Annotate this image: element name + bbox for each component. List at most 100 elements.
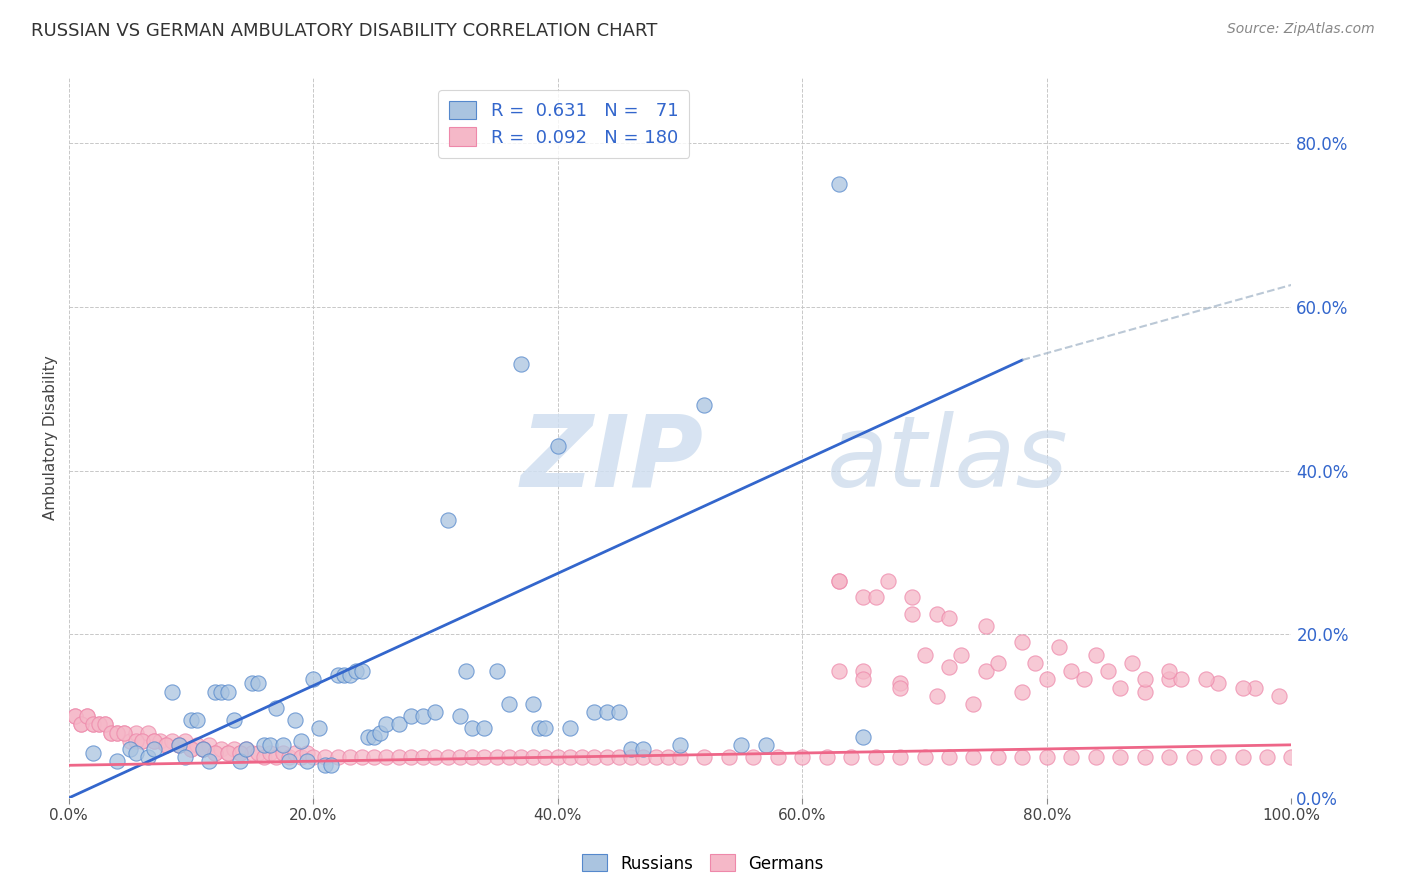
Point <box>253 750 276 764</box>
Point <box>558 722 581 736</box>
Point <box>107 754 129 768</box>
Point <box>1024 656 1046 670</box>
Point <box>828 664 851 678</box>
Point <box>209 742 232 756</box>
Point <box>302 750 325 764</box>
Point <box>222 713 245 727</box>
Point <box>125 733 148 747</box>
Point <box>852 673 875 687</box>
Point <box>370 725 392 739</box>
Point <box>131 733 153 747</box>
Point <box>1011 684 1033 698</box>
Point <box>155 738 177 752</box>
Point <box>229 754 252 768</box>
Point <box>217 746 239 760</box>
Point <box>766 750 789 764</box>
Point <box>173 750 195 764</box>
Point <box>118 742 141 756</box>
Point <box>889 750 911 764</box>
Point <box>987 750 1010 764</box>
Point <box>1097 664 1119 678</box>
Point <box>425 750 447 764</box>
Point <box>87 717 110 731</box>
Point <box>1047 640 1070 654</box>
Point <box>350 750 373 764</box>
Point <box>1281 750 1303 764</box>
Point <box>1182 750 1205 764</box>
Point <box>229 746 252 760</box>
Point <box>1268 689 1291 703</box>
Point <box>186 713 208 727</box>
Point <box>191 742 214 756</box>
Point <box>1232 750 1254 764</box>
Point <box>155 738 177 752</box>
Point <box>1011 750 1033 764</box>
Point <box>755 738 778 752</box>
Point <box>1036 673 1059 687</box>
Point <box>100 725 122 739</box>
Point <box>167 738 190 752</box>
Text: ZIP: ZIP <box>522 411 704 508</box>
Point <box>240 676 263 690</box>
Point <box>1133 750 1156 764</box>
Point <box>925 607 948 621</box>
Point <box>889 681 911 695</box>
Point <box>350 664 373 678</box>
Point <box>1206 750 1229 764</box>
Point <box>547 439 569 453</box>
Point <box>693 398 716 412</box>
Point <box>1159 664 1181 678</box>
Point <box>82 746 104 760</box>
Point <box>259 746 281 760</box>
Point <box>693 750 716 764</box>
Point <box>112 725 135 739</box>
Point <box>412 709 434 723</box>
Point <box>1232 681 1254 695</box>
Point <box>1256 750 1278 764</box>
Point <box>69 717 91 731</box>
Point <box>217 746 239 760</box>
Point <box>363 750 385 764</box>
Point <box>425 705 447 719</box>
Point <box>529 722 551 736</box>
Point <box>865 591 887 605</box>
Point <box>1206 676 1229 690</box>
Text: Source: ZipAtlas.com: Source: ZipAtlas.com <box>1227 22 1375 37</box>
Point <box>107 725 129 739</box>
Point <box>107 725 129 739</box>
Point <box>1121 656 1143 670</box>
Point <box>472 722 495 736</box>
Point <box>375 717 398 731</box>
Point <box>522 750 544 764</box>
Point <box>498 697 520 711</box>
Point <box>388 750 411 764</box>
Point <box>1060 750 1083 764</box>
Point <box>180 742 202 756</box>
Point <box>209 684 232 698</box>
Point <box>229 746 252 760</box>
Point <box>522 697 544 711</box>
Point <box>284 746 307 760</box>
Point <box>828 177 851 191</box>
Point <box>547 750 569 764</box>
Point <box>308 722 330 736</box>
Point <box>436 513 458 527</box>
Point <box>987 656 1010 670</box>
Point <box>191 742 214 756</box>
Point <box>253 738 276 752</box>
Point <box>295 746 318 760</box>
Point <box>399 709 422 723</box>
Point <box>925 689 948 703</box>
Point <box>217 684 239 698</box>
Point <box>901 607 924 621</box>
Point <box>131 733 153 747</box>
Point <box>950 648 973 662</box>
Point <box>877 574 900 588</box>
Point <box>277 754 299 768</box>
Point <box>204 746 226 760</box>
Point <box>314 758 336 772</box>
Point <box>607 750 630 764</box>
Point <box>326 750 349 764</box>
Point <box>865 750 887 764</box>
Point <box>558 750 581 764</box>
